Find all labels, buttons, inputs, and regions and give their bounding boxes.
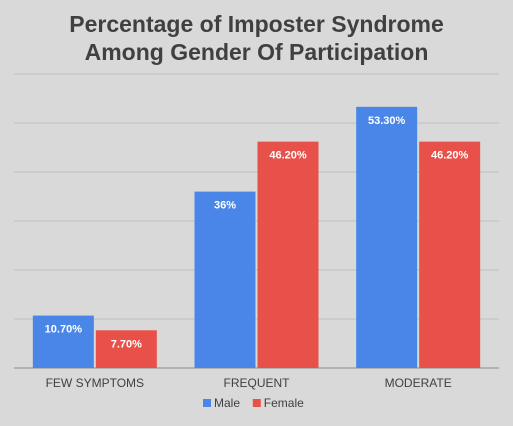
bars <box>32 106 481 368</box>
data-label: 53.30% <box>368 115 406 127</box>
gridlines <box>14 73 499 369</box>
legend-label: Male <box>214 396 240 410</box>
data-label: 7.70% <box>111 338 142 350</box>
x-axis-tick-labels: FEW SYMPTOMS FREQUENT MODERATE <box>46 376 452 390</box>
x-tick-label: FREQUENT <box>224 376 291 390</box>
legend: Male Female <box>203 396 304 410</box>
data-label: 10.70% <box>45 324 83 336</box>
bar-female-0 <box>95 330 157 368</box>
bar-female-1 <box>257 141 319 368</box>
bar-male-0 <box>32 315 94 368</box>
x-tick-label: MODERATE <box>385 376 452 390</box>
bar-male-1 <box>194 191 256 368</box>
bar-male-2 <box>356 106 418 368</box>
legend-swatch <box>203 399 211 407</box>
data-labels: 10.70% 7.70% 36% 46.20% 53.30% 46.20% <box>45 115 469 350</box>
legend-label: Female <box>264 396 304 410</box>
chart-title-line-2: Among Gender Of Participation <box>85 39 429 65</box>
data-label: 36% <box>214 200 236 212</box>
data-label: 46.20% <box>431 150 469 162</box>
legend-swatch <box>252 399 261 407</box>
bar-female-2 <box>419 141 481 368</box>
chart-title-line-1: Percentage of Imposter Syndrome <box>69 11 444 37</box>
x-tick-label: FEW SYMPTOMS <box>46 376 144 390</box>
data-label: 46.20% <box>269 150 307 162</box>
